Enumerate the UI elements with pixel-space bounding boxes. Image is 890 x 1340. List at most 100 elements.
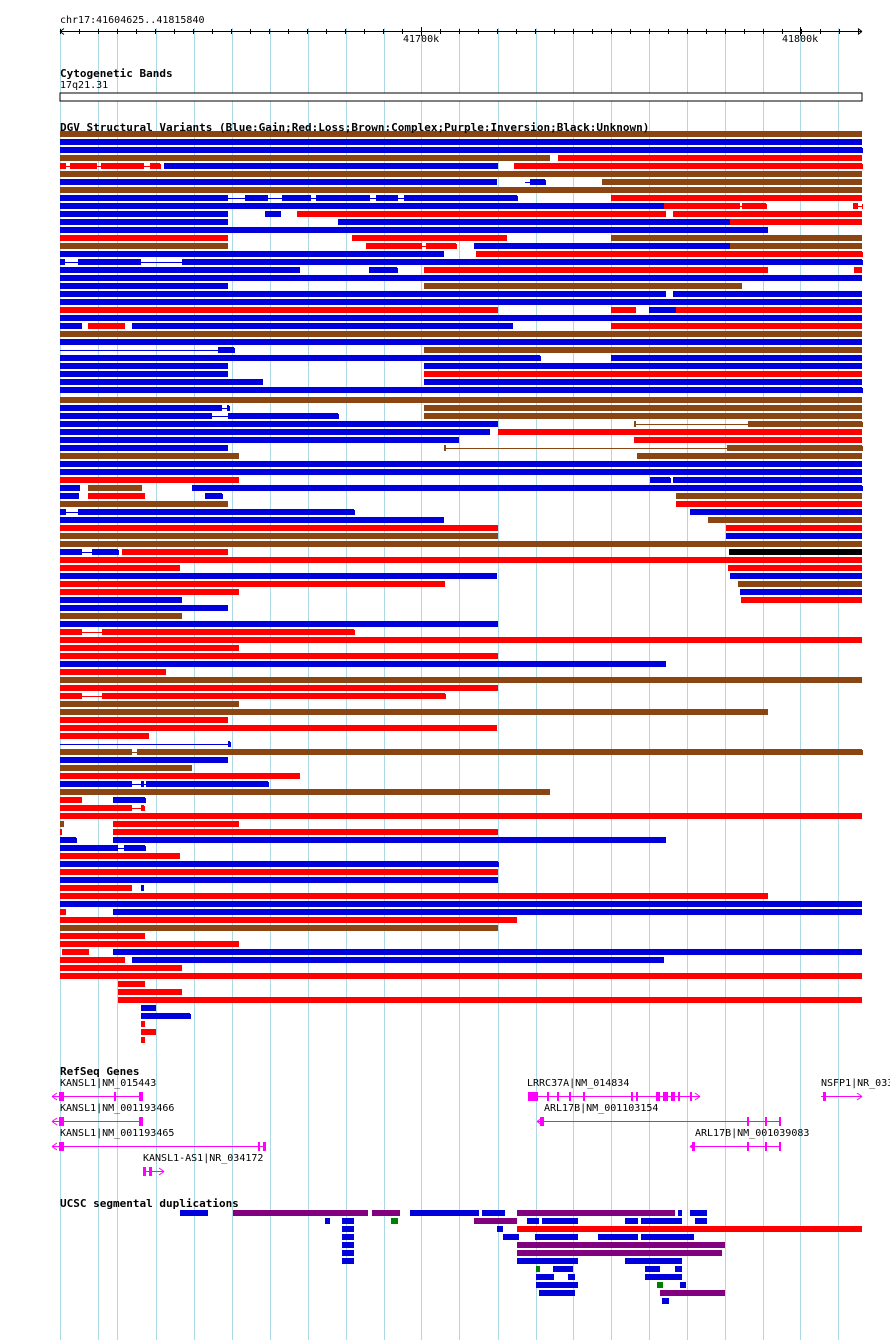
dgv-variant[interactable] xyxy=(118,989,182,995)
segdup-block[interactable] xyxy=(391,1218,398,1224)
dgv-variant[interactable] xyxy=(60,629,355,635)
dgv-variant[interactable] xyxy=(60,323,82,329)
dgv-variant[interactable] xyxy=(164,163,498,169)
dgv-variant[interactable] xyxy=(60,235,228,241)
dgv-variant[interactable] xyxy=(60,661,666,667)
gene-label[interactable]: KANSL1|NM_015443 xyxy=(60,1078,157,1089)
dgv-variant[interactable] xyxy=(728,565,862,571)
dgv-variant[interactable] xyxy=(738,581,862,587)
segdup-block[interactable] xyxy=(680,1282,686,1288)
dgv-variant[interactable] xyxy=(741,597,862,603)
dgv-variant[interactable] xyxy=(60,429,490,435)
segdup-block[interactable] xyxy=(497,1226,503,1232)
gene-label[interactable]: LRRC37A|NM_014834 xyxy=(527,1078,630,1089)
dgv-variant[interactable] xyxy=(60,893,768,899)
dgv-variant[interactable] xyxy=(60,773,300,779)
dgv-variant[interactable] xyxy=(60,757,228,763)
dgv-variant[interactable] xyxy=(132,957,664,963)
dgv-variant[interactable] xyxy=(60,781,269,787)
dgv-variant[interactable] xyxy=(118,997,862,1003)
dgv-variant[interactable] xyxy=(60,877,498,883)
gene-label[interactable]: ARL17B|NM_001103154 xyxy=(544,1103,659,1114)
dgv-variant[interactable] xyxy=(690,509,862,515)
dgv-variant[interactable] xyxy=(60,821,64,827)
dgv-variant[interactable] xyxy=(118,981,145,987)
dgv-variant[interactable] xyxy=(60,387,863,393)
dgv-variant[interactable] xyxy=(60,709,768,715)
dgv-variant[interactable] xyxy=(60,693,446,699)
dgv-variant[interactable] xyxy=(60,259,863,265)
dgv-variant[interactable] xyxy=(60,533,498,539)
dgv-variant[interactable] xyxy=(60,557,862,563)
dgv-variant[interactable] xyxy=(424,371,862,377)
dgv-variant[interactable] xyxy=(611,195,862,201)
dgv-variant[interactable] xyxy=(424,283,742,289)
segdup-block[interactable] xyxy=(342,1242,354,1248)
dgv-variant[interactable] xyxy=(60,195,518,201)
segdup-block[interactable] xyxy=(482,1210,505,1216)
gene-model[interactable] xyxy=(143,1167,165,1176)
segdup-block[interactable] xyxy=(625,1218,638,1224)
dgv-variant[interactable] xyxy=(726,525,862,531)
dgv-variant[interactable] xyxy=(60,853,180,859)
dgv-variant[interactable] xyxy=(60,829,62,835)
dgv-variant[interactable] xyxy=(498,429,862,435)
segdup-block[interactable] xyxy=(535,1234,578,1240)
dgv-variant[interactable] xyxy=(60,645,239,651)
dgv-variant[interactable] xyxy=(60,605,228,611)
dgv-variant[interactable] xyxy=(62,949,89,955)
dgv-variant[interactable] xyxy=(60,219,228,225)
dgv-variant[interactable] xyxy=(558,155,862,161)
dgv-variant[interactable] xyxy=(676,493,862,499)
dgv-variant[interactable] xyxy=(60,163,161,169)
segdup-block[interactable] xyxy=(517,1210,675,1216)
dgv-variant[interactable] xyxy=(424,413,862,419)
segdup-block[interactable] xyxy=(372,1210,400,1216)
dgv-variant[interactable] xyxy=(498,147,863,153)
gene-model[interactable] xyxy=(536,1117,781,1126)
dgv-variant[interactable] xyxy=(60,621,498,627)
dgv-variant[interactable] xyxy=(60,461,862,467)
dgv-variant[interactable] xyxy=(60,413,339,419)
dgv-variant[interactable] xyxy=(514,163,863,169)
dgv-variant[interactable] xyxy=(60,565,180,571)
dgv-variant[interactable] xyxy=(60,653,498,659)
gene-label[interactable]: NSFP1|NR_033 xyxy=(821,1078,890,1089)
dgv-variant[interactable] xyxy=(60,909,66,915)
segdup-block[interactable] xyxy=(542,1218,578,1224)
dgv-variant[interactable] xyxy=(634,437,862,443)
dgv-variant[interactable] xyxy=(60,677,862,683)
dgv-variant[interactable] xyxy=(740,589,862,595)
dgv-variant[interactable] xyxy=(141,1029,156,1035)
dgv-variant[interactable] xyxy=(60,355,541,361)
dgv-variant[interactable] xyxy=(424,347,862,353)
dgv-variant[interactable] xyxy=(60,187,862,193)
dgv-variant[interactable] xyxy=(611,235,862,241)
dgv-variant[interactable] xyxy=(60,837,77,843)
segdup-block[interactable] xyxy=(641,1218,682,1224)
dgv-variant[interactable] xyxy=(60,283,228,289)
segdup-block[interactable] xyxy=(527,1218,539,1224)
dgv-variant[interactable] xyxy=(60,179,497,185)
dgv-variant[interactable] xyxy=(60,941,239,947)
segdup-block[interactable] xyxy=(539,1290,575,1296)
segdup-block[interactable] xyxy=(517,1226,862,1232)
dgv-variant[interactable] xyxy=(60,541,862,547)
gene-model[interactable] xyxy=(528,1092,701,1101)
segdup-block[interactable] xyxy=(675,1266,682,1272)
dgv-variant[interactable] xyxy=(424,379,862,385)
dgv-variant[interactable] xyxy=(60,453,239,459)
segdup-block[interactable] xyxy=(645,1274,682,1280)
dgv-variant[interactable] xyxy=(60,155,550,161)
segdup-block[interactable] xyxy=(598,1234,638,1240)
dgv-variant[interactable] xyxy=(729,549,862,555)
segdup-block[interactable] xyxy=(645,1266,660,1272)
dgv-variant[interactable] xyxy=(60,733,149,739)
dgv-variant[interactable] xyxy=(664,203,767,209)
gene-label[interactable]: KANSL1-AS1|NR_034172 xyxy=(143,1153,264,1164)
dgv-variant[interactable] xyxy=(122,549,228,555)
dgv-variant[interactable] xyxy=(476,251,863,257)
dgv-variant[interactable] xyxy=(854,267,862,273)
dgv-variant[interactable] xyxy=(60,973,862,979)
segdup-block[interactable] xyxy=(180,1210,208,1216)
